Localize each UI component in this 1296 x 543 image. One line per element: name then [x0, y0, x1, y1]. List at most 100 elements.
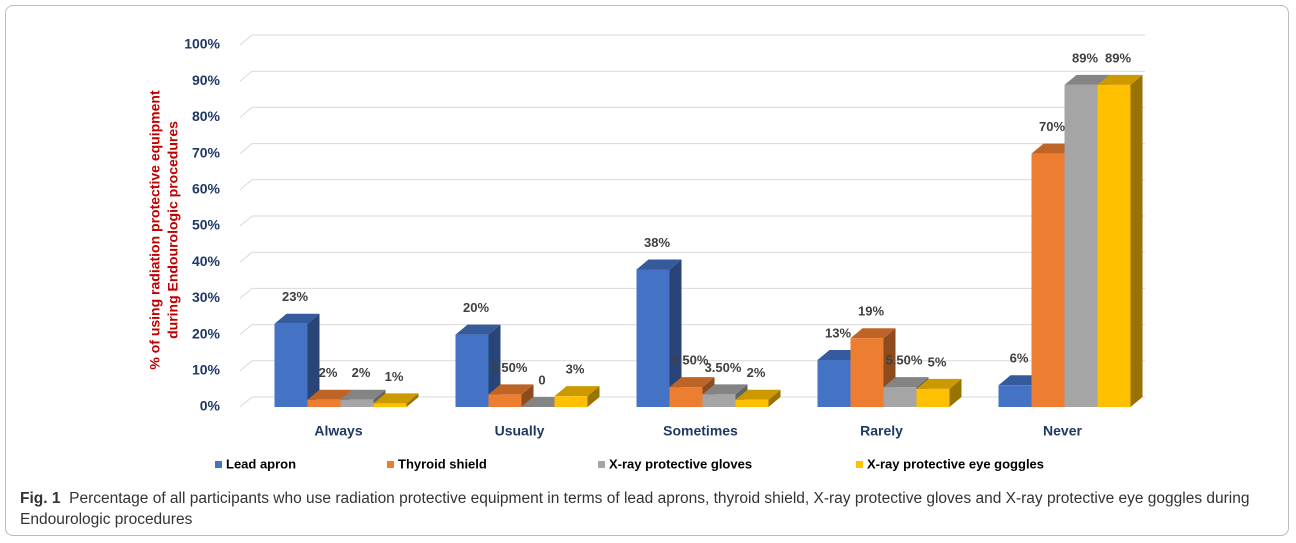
y-tick-label: 0%	[200, 398, 221, 414]
bar-front	[735, 399, 769, 407]
bar-front	[455, 334, 489, 407]
grid-line	[239, 215, 1145, 227]
y-tick-label: 40%	[192, 253, 221, 269]
x-tick-label: Never	[1043, 423, 1082, 439]
x-tick-label: Sometimes	[663, 423, 738, 439]
value-label: 19%	[858, 304, 884, 319]
bar-side	[521, 384, 534, 407]
bar-front	[1097, 84, 1131, 407]
bar-side	[406, 393, 419, 407]
grid-line	[239, 287, 1145, 299]
value-label: 2%	[747, 365, 766, 380]
bar	[455, 324, 501, 407]
bar-top	[669, 377, 715, 388]
bar-top	[373, 393, 419, 404]
grid-line	[239, 70, 1145, 82]
value-label: 5.50%	[886, 353, 923, 368]
bar-front	[1031, 153, 1065, 407]
bar-front	[340, 399, 374, 407]
value-label: 6%	[1010, 351, 1029, 366]
y-tick-label: 30%	[192, 289, 221, 305]
grid-line	[239, 251, 1145, 263]
bar-top	[916, 378, 962, 389]
bar-front	[916, 388, 950, 407]
bar-front	[883, 387, 917, 407]
value-label: 89%	[1105, 50, 1131, 65]
bar-side	[669, 259, 682, 407]
bar-front	[1064, 84, 1098, 407]
y-tick-label: 10%	[192, 362, 221, 378]
bar-front	[998, 385, 1032, 407]
grid-line	[239, 324, 1145, 335]
bar-side	[949, 378, 962, 407]
value-label: 1%	[385, 369, 404, 384]
value-label: 0	[538, 372, 545, 387]
legend-label: Lead apron	[226, 456, 296, 471]
value-label: 2%	[319, 365, 338, 380]
legend-label: X-ray protective gloves	[609, 456, 752, 471]
y-tick-label: 50%	[192, 217, 221, 233]
bar-top	[307, 389, 353, 400]
y-tick-label: 60%	[192, 181, 221, 197]
bar-side	[768, 389, 781, 407]
figure-frame	[5, 5, 1289, 536]
chart: % of using radiation protective equipmen…	[147, 34, 1145, 471]
caption-text: Percentage of all participants who use r…	[20, 490, 1250, 528]
legend-swatch	[215, 461, 222, 468]
bar-top	[1097, 74, 1143, 85]
x-tick-label: Always	[314, 423, 362, 439]
bar-top	[274, 313, 320, 324]
bar-side	[587, 386, 600, 407]
value-label: 5.50%	[672, 353, 709, 368]
y-axis-title: % of using radiation protective equipmen…	[147, 90, 163, 370]
value-label: 38%	[644, 235, 670, 250]
bar-front	[636, 269, 670, 407]
x-tick-label: Rarely	[860, 423, 903, 439]
value-label: 20%	[463, 300, 489, 315]
legend-swatch	[598, 461, 605, 468]
bar-front	[702, 394, 736, 407]
y-tick-label: 80%	[192, 108, 221, 124]
y-tick-label: 90%	[192, 72, 221, 88]
bar-top	[636, 259, 682, 270]
bar-side	[307, 313, 320, 407]
bar	[735, 389, 781, 407]
bar-side	[1130, 74, 1143, 407]
value-label: 23%	[282, 289, 308, 304]
y-axis-title: during Endourologic procedures	[165, 121, 181, 339]
bar	[373, 393, 419, 407]
x-tick-label: Usually	[495, 423, 545, 439]
bar	[1031, 143, 1077, 407]
value-label: 5%	[928, 354, 947, 369]
grid-line	[239, 143, 1145, 154]
bar-top	[455, 324, 501, 335]
bar	[636, 259, 682, 407]
value-label: 13%	[825, 325, 851, 340]
bar-top	[340, 389, 386, 400]
bar	[554, 386, 600, 407]
bar-front	[274, 323, 308, 407]
bar-top	[850, 328, 896, 339]
bar-front	[488, 394, 522, 407]
bar	[916, 378, 962, 407]
grid-line	[239, 179, 1145, 191]
legend-swatch	[856, 461, 863, 468]
grid-line	[239, 34, 1145, 46]
legend-swatch	[387, 461, 394, 468]
bar	[274, 313, 320, 407]
value-label: 2%	[352, 365, 371, 380]
y-tick-label: 100%	[184, 36, 220, 52]
y-tick-label: 70%	[192, 144, 221, 160]
bar-side	[488, 324, 501, 407]
bar-front	[554, 396, 588, 407]
value-label: 3.50%	[491, 360, 528, 375]
bar-top	[883, 377, 929, 388]
caption: Fig. 1 Percentage of all participants wh…	[20, 488, 1270, 530]
bar-front	[373, 403, 407, 407]
grid-line	[239, 106, 1145, 118]
caption-label: Fig. 1	[20, 490, 61, 507]
value-label: 3.50%	[705, 360, 742, 375]
bar-front	[817, 359, 851, 407]
y-tick-label: 20%	[192, 325, 221, 341]
